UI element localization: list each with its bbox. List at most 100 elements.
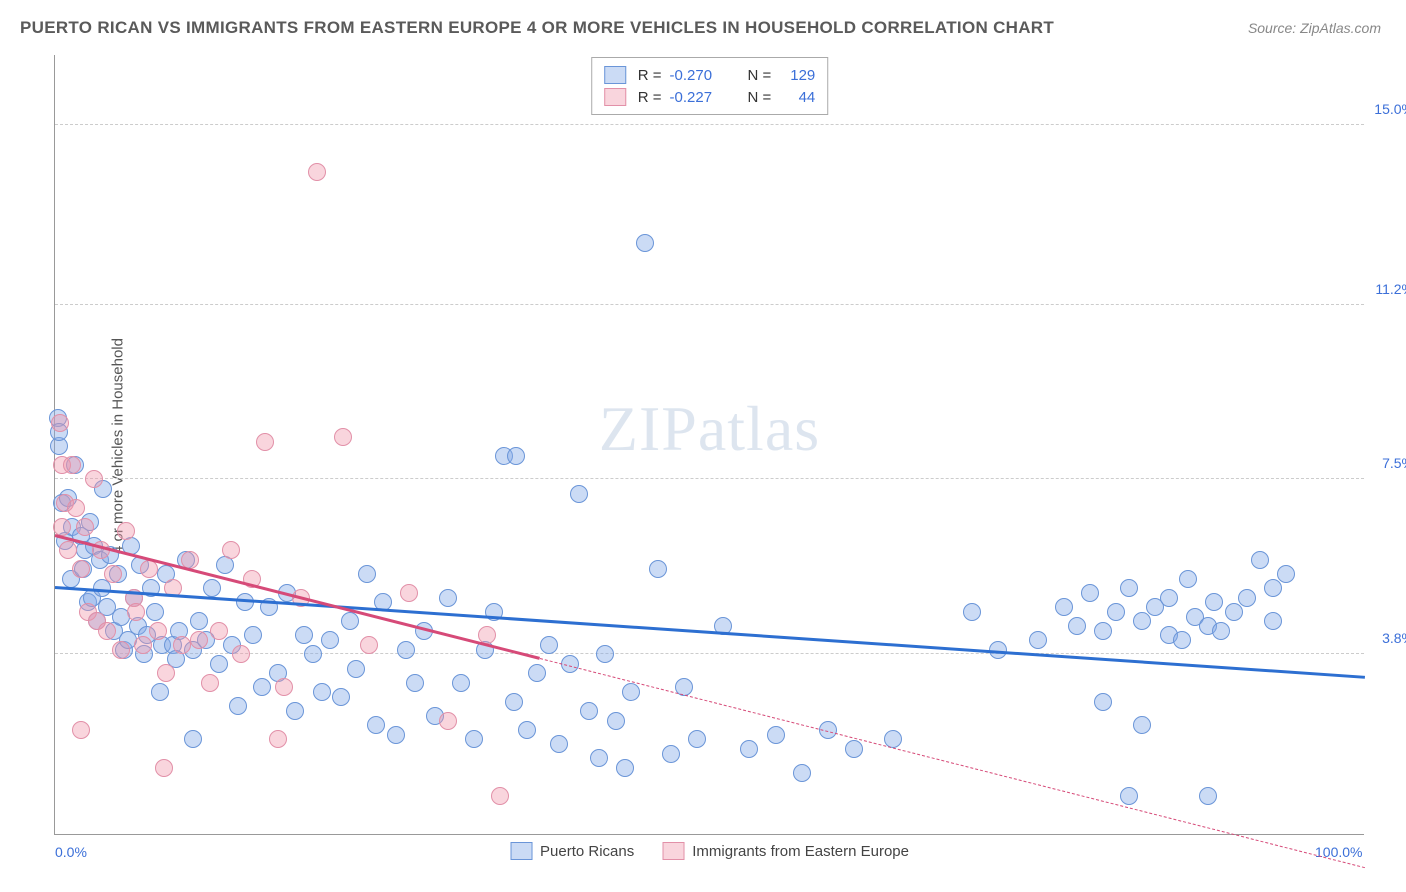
data-point bbox=[662, 745, 680, 763]
data-point bbox=[1277, 565, 1295, 583]
data-point bbox=[1120, 787, 1138, 805]
data-point bbox=[173, 636, 191, 654]
data-point bbox=[580, 702, 598, 720]
data-point bbox=[1133, 716, 1151, 734]
chart-title: PUERTO RICAN VS IMMIGRANTS FROM EASTERN … bbox=[20, 18, 1054, 38]
data-point bbox=[649, 560, 667, 578]
data-point bbox=[1173, 631, 1191, 649]
data-point bbox=[1029, 631, 1047, 649]
data-point bbox=[76, 518, 94, 536]
data-point bbox=[51, 414, 69, 432]
y-tick-label: 7.5% bbox=[1382, 455, 1406, 471]
data-point bbox=[1264, 612, 1282, 630]
legend-row: R =-0.227N =44 bbox=[604, 86, 816, 108]
legend-row: R =-0.270N =129 bbox=[604, 64, 816, 86]
data-point bbox=[112, 641, 130, 659]
data-point bbox=[1107, 603, 1125, 621]
data-point bbox=[72, 721, 90, 739]
data-point bbox=[1179, 570, 1197, 588]
data-point bbox=[59, 541, 77, 559]
data-point bbox=[367, 716, 385, 734]
data-point bbox=[67, 499, 85, 517]
data-point bbox=[570, 485, 588, 503]
data-point bbox=[149, 622, 167, 640]
data-point bbox=[518, 721, 536, 739]
data-point bbox=[793, 764, 811, 782]
data-point bbox=[253, 678, 271, 696]
data-point bbox=[1068, 617, 1086, 635]
data-point bbox=[1120, 579, 1138, 597]
data-point bbox=[1251, 551, 1269, 569]
r-label: R = bbox=[638, 67, 662, 84]
n-label: N = bbox=[748, 67, 772, 84]
data-point bbox=[232, 645, 250, 663]
data-point bbox=[452, 674, 470, 692]
data-point bbox=[222, 541, 240, 559]
y-tick-label: 11.2% bbox=[1375, 281, 1406, 297]
data-point bbox=[347, 660, 365, 678]
data-point bbox=[332, 688, 350, 706]
data-point bbox=[491, 787, 509, 805]
data-point bbox=[963, 603, 981, 621]
data-point bbox=[155, 759, 173, 777]
data-point bbox=[845, 740, 863, 758]
data-point bbox=[590, 749, 608, 767]
legend-swatch bbox=[604, 66, 626, 84]
watermark: ZIPatlas bbox=[599, 392, 820, 466]
data-point bbox=[528, 664, 546, 682]
gridline bbox=[55, 124, 1364, 125]
data-point bbox=[387, 726, 405, 744]
data-point bbox=[229, 697, 247, 715]
data-point bbox=[210, 622, 228, 640]
data-point bbox=[117, 522, 135, 540]
data-point bbox=[505, 693, 523, 711]
data-point bbox=[275, 678, 293, 696]
data-point bbox=[465, 730, 483, 748]
source-attribution: Source: ZipAtlas.com bbox=[1248, 20, 1381, 36]
legend-label: Immigrants from Eastern Europe bbox=[692, 843, 909, 860]
data-point bbox=[146, 603, 164, 621]
data-point bbox=[203, 579, 221, 597]
data-point bbox=[201, 674, 219, 692]
data-point bbox=[596, 645, 614, 663]
data-point bbox=[1199, 787, 1217, 805]
n-value: 44 bbox=[779, 89, 815, 106]
legend-item: Immigrants from Eastern Europe bbox=[662, 842, 909, 860]
legend-item: Puerto Ricans bbox=[510, 842, 634, 860]
n-value: 129 bbox=[779, 67, 815, 84]
legend-swatch bbox=[604, 88, 626, 106]
legend-swatch bbox=[510, 842, 532, 860]
data-point bbox=[98, 622, 116, 640]
data-point bbox=[304, 645, 322, 663]
data-point bbox=[397, 641, 415, 659]
data-point bbox=[767, 726, 785, 744]
trend-line-extrapolated bbox=[540, 658, 1366, 868]
data-point bbox=[244, 626, 262, 644]
data-point bbox=[1094, 622, 1112, 640]
r-value: -0.227 bbox=[670, 89, 730, 106]
legend-label: Puerto Ricans bbox=[540, 843, 634, 860]
data-point bbox=[740, 740, 758, 758]
data-point bbox=[1225, 603, 1243, 621]
data-point bbox=[104, 565, 122, 583]
data-point bbox=[334, 428, 352, 446]
data-point bbox=[236, 593, 254, 611]
data-point bbox=[1238, 589, 1256, 607]
gridline bbox=[55, 653, 1364, 654]
data-point bbox=[72, 560, 90, 578]
data-point bbox=[308, 163, 326, 181]
data-point bbox=[400, 584, 418, 602]
legend-swatch bbox=[662, 842, 684, 860]
data-point bbox=[439, 712, 457, 730]
data-point bbox=[1264, 579, 1282, 597]
data-point bbox=[1205, 593, 1223, 611]
series-legend: Puerto Ricans Immigrants from Eastern Eur… bbox=[510, 842, 909, 860]
data-point bbox=[134, 636, 152, 654]
data-point bbox=[439, 589, 457, 607]
data-point bbox=[184, 730, 202, 748]
scatter-chart: ZIPatlas R =-0.270N =129R =-0.227N =44 P… bbox=[54, 55, 1364, 835]
data-point bbox=[406, 674, 424, 692]
data-point bbox=[151, 683, 169, 701]
r-label: R = bbox=[638, 89, 662, 106]
data-point bbox=[1055, 598, 1073, 616]
